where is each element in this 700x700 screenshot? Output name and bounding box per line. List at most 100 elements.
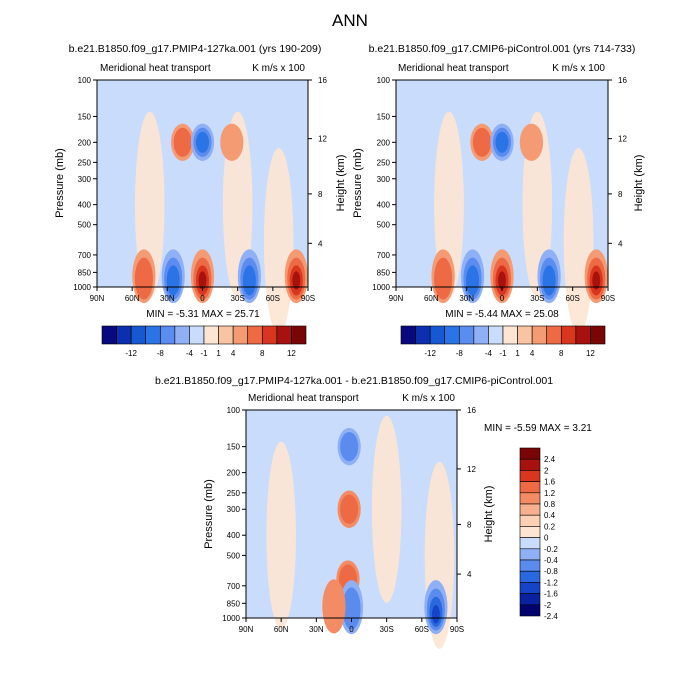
height-tick-label: 8: [467, 520, 472, 529]
panel-2-title: b.e21.B1850.f09_g17.CMIP6-piControl.001 …: [369, 43, 636, 55]
panel-1-title: b.e21.B1850.f09_g17.PMIP4-127ka.001 (yrs…: [69, 43, 322, 55]
colorbar-label: 1: [515, 349, 520, 358]
colorbar-label: 4: [530, 349, 535, 358]
colorbar-label: 0.8: [544, 500, 556, 509]
colorbar-swatch: [130, 325, 147, 345]
contour-positive: [322, 579, 346, 634]
y-tick-label: 200: [377, 138, 391, 147]
colorbar-swatch: [159, 325, 176, 345]
x-tick-label: 60N: [274, 625, 289, 634]
colorbar-swatch: [560, 325, 577, 345]
x-tick-label: 0: [200, 294, 205, 303]
colorbar-label: -4: [186, 349, 194, 358]
contour-positive: [498, 271, 506, 290]
contour-negative: [466, 265, 480, 296]
x-tick-label: 90S: [301, 294, 315, 303]
y-tick-label: 1000: [73, 283, 91, 292]
colorbar-swatch: [429, 325, 446, 345]
colorbar-swatch: [519, 526, 541, 538]
x-tick-label: 30N: [160, 294, 175, 303]
panel-3-right-string: K m/s x 100: [402, 393, 455, 404]
y-tick-label: 200: [227, 469, 241, 478]
y-tick-label: 400: [227, 531, 241, 540]
contour-positive: [220, 123, 244, 161]
contour-positive: [292, 271, 301, 290]
panel-1-right-string: K m/s x 100: [252, 63, 305, 74]
y-tick-label: 100: [78, 76, 92, 85]
y-tick-label: 300: [78, 175, 92, 184]
contour-negative: [542, 265, 556, 296]
contour-negative: [431, 605, 440, 624]
panel-1-colorbar: -12 -8 -4 -1 1 4 8 12: [101, 325, 307, 358]
figure-title: ANN: [332, 11, 368, 30]
colorbar-label: -8: [456, 349, 464, 358]
colorbar-label: 1.6: [544, 478, 556, 487]
warm-tongue: [563, 147, 594, 335]
colorbar-swatch: [291, 325, 307, 345]
y-tick-label: 150: [78, 112, 92, 121]
colorbar-label: 0: [544, 534, 549, 543]
colorbar-swatch: [203, 325, 219, 345]
colorbar-label: -12: [424, 349, 436, 358]
panel-2: b.e21.B1850.f09_g17.CMIP6-piControl.001 …: [352, 43, 645, 358]
colorbar-swatch: [189, 325, 205, 345]
y-tick-label: 300: [227, 505, 241, 514]
height-tick-label: 12: [618, 135, 627, 144]
y-tick-label: 500: [78, 221, 92, 230]
colorbar-swatch: [519, 582, 541, 594]
colorbar-label: 8: [260, 349, 265, 358]
colorbar-label: 12: [287, 349, 296, 358]
colorbar-label: -1: [200, 349, 208, 358]
colorbar-swatch: [473, 325, 489, 345]
colorbar-swatch: [218, 325, 234, 345]
x-tick-label: 0: [500, 294, 505, 303]
colorbar-swatch: [519, 481, 541, 494]
colorbar-swatch: [247, 325, 263, 345]
colorbar-swatch: [400, 325, 416, 345]
panel-3: b.e21.B1850.f09_g17.PMIP4-127ka.001 - b.…: [155, 375, 592, 649]
y-tick-label: 850: [227, 599, 241, 608]
warm-tongue: [266, 441, 296, 629]
height-tick-label: 4: [618, 239, 623, 248]
warm-tongue: [371, 415, 402, 603]
panel-2-ylabel: Pressure (mb): [352, 148, 364, 218]
colorbar-label: -2: [544, 601, 552, 610]
colorbar-swatch: [519, 559, 541, 572]
y-tick-label: 150: [227, 443, 241, 452]
colorbar-label: 0.4: [544, 511, 556, 520]
y-tick-label: 150: [377, 112, 391, 121]
panel-1-ylabel: Pressure (mb): [54, 148, 66, 218]
y-tick-label: 700: [377, 251, 391, 260]
contour-positive: [198, 271, 207, 290]
panel-3-left-string: Meridional heat transport: [248, 393, 359, 404]
colorbar-swatch: [415, 325, 431, 345]
height-tick-label: 12: [318, 135, 327, 144]
contour-negative: [342, 587, 361, 630]
colorbar-swatch: [519, 492, 541, 505]
colorbar-label: -8: [157, 349, 165, 358]
y-tick-label: 700: [78, 251, 92, 260]
colorbar-swatch: [261, 325, 278, 345]
x-tick-label: 60N: [424, 294, 439, 303]
panel-2-left-string: Meridional heat transport: [398, 63, 509, 74]
y-tick-label: 200: [78, 138, 92, 147]
colorbar-swatch: [575, 325, 591, 345]
panel-3-title: b.e21.B1850.f09_g17.PMIP4-127ka.001 - b.…: [155, 375, 553, 387]
contour-negative: [166, 265, 180, 296]
warm-tongue: [263, 147, 294, 335]
x-tick-label: 60N: [125, 294, 140, 303]
x-tick-label: 90S: [450, 625, 464, 634]
colorbar-swatch: [519, 470, 541, 482]
colorbar-label: 1: [216, 349, 221, 358]
panel-1-left-string: Meridional heat transport: [100, 63, 211, 74]
x-tick-label: 60S: [566, 294, 580, 303]
colorbar-swatch: [488, 325, 504, 345]
panel-3-plot: 90N 60N 30N 0 30S 60S 90S 100 150 200 250 300 400 500…: [222, 406, 476, 649]
colorbar-swatch: [517, 325, 533, 345]
panel-1-stats: MIN = -5.31 MAX = 25.71: [146, 309, 260, 320]
x-tick-label: 30S: [231, 294, 245, 303]
colorbar-label: -12: [125, 349, 137, 358]
panel-2-stats: MIN = -5.44 MAX = 25.08: [445, 309, 559, 320]
x-tick-label: 30N: [309, 625, 324, 634]
